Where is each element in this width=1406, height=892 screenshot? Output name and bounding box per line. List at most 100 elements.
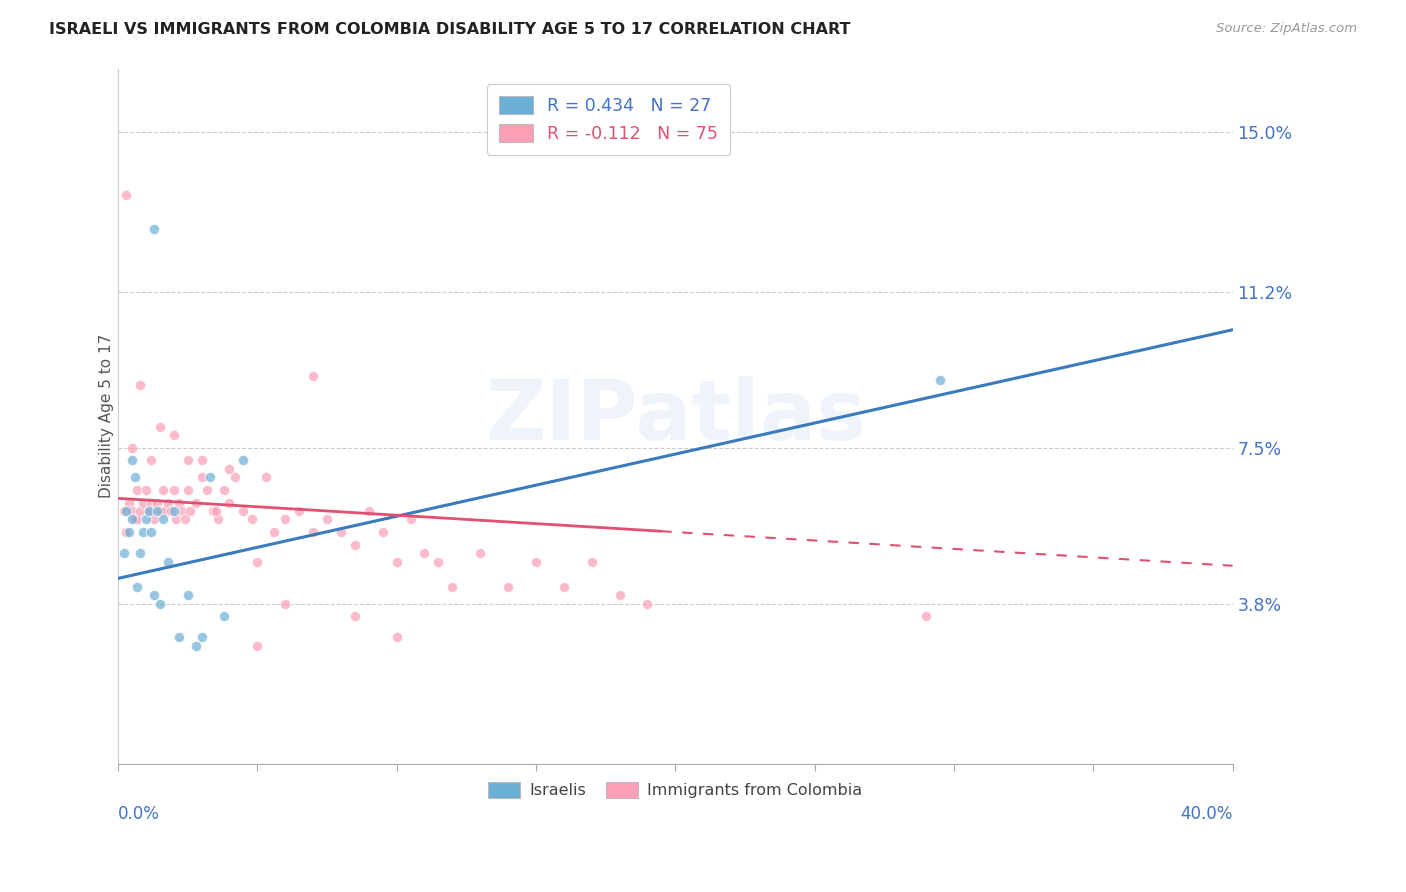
Point bbox=[441, 580, 464, 594]
Point bbox=[246, 639, 269, 653]
Point bbox=[343, 609, 366, 624]
Point bbox=[121, 453, 143, 467]
Point bbox=[581, 555, 603, 569]
Point bbox=[118, 495, 141, 509]
Point bbox=[915, 609, 938, 624]
Point bbox=[115, 524, 138, 539]
Point bbox=[141, 495, 163, 509]
Point bbox=[302, 524, 325, 539]
Point bbox=[157, 555, 180, 569]
Point bbox=[112, 504, 135, 518]
Point bbox=[343, 538, 366, 552]
Point bbox=[427, 555, 450, 569]
Point bbox=[118, 524, 141, 539]
Point bbox=[170, 504, 193, 518]
Point bbox=[218, 495, 240, 509]
Point bbox=[190, 453, 212, 467]
Point bbox=[115, 504, 138, 518]
Point bbox=[195, 483, 218, 497]
Point bbox=[609, 588, 631, 602]
Point bbox=[129, 504, 152, 518]
Point bbox=[274, 597, 297, 611]
Point bbox=[124, 470, 146, 484]
Point bbox=[143, 512, 166, 526]
Point bbox=[163, 483, 186, 497]
Point bbox=[190, 470, 212, 484]
Point bbox=[115, 188, 138, 202]
Point bbox=[132, 524, 155, 539]
Point bbox=[288, 504, 311, 518]
Text: ISRAELI VS IMMIGRANTS FROM COLOMBIA DISABILITY AGE 5 TO 17 CORRELATION CHART: ISRAELI VS IMMIGRANTS FROM COLOMBIA DISA… bbox=[49, 22, 851, 37]
Point bbox=[198, 470, 221, 484]
Point bbox=[112, 546, 135, 560]
Point bbox=[385, 555, 408, 569]
Point bbox=[246, 555, 269, 569]
Point bbox=[143, 221, 166, 235]
Point bbox=[138, 504, 160, 518]
Point bbox=[470, 546, 492, 560]
Point bbox=[179, 504, 201, 518]
Point bbox=[141, 524, 163, 539]
Point bbox=[127, 580, 149, 594]
Point bbox=[143, 588, 166, 602]
Point bbox=[160, 504, 183, 518]
Point bbox=[232, 453, 254, 467]
Point bbox=[169, 495, 191, 509]
Point bbox=[129, 377, 152, 392]
Point bbox=[155, 504, 177, 518]
Point bbox=[254, 470, 277, 484]
Legend: Israelis, Immigrants from Colombia: Israelis, Immigrants from Colombia bbox=[482, 775, 869, 805]
Text: Source: ZipAtlas.com: Source: ZipAtlas.com bbox=[1216, 22, 1357, 36]
Point bbox=[169, 631, 191, 645]
Point bbox=[141, 453, 163, 467]
Point bbox=[553, 580, 575, 594]
Text: ZIPatlas: ZIPatlas bbox=[485, 376, 866, 457]
Point bbox=[212, 609, 235, 624]
Point bbox=[129, 546, 152, 560]
Point bbox=[121, 504, 143, 518]
Y-axis label: Disability Age 5 to 17: Disability Age 5 to 17 bbox=[100, 334, 114, 499]
Point bbox=[232, 504, 254, 518]
Point bbox=[163, 428, 186, 442]
Point bbox=[636, 597, 658, 611]
Point bbox=[184, 495, 207, 509]
Point bbox=[274, 512, 297, 526]
Point bbox=[149, 419, 172, 434]
Point bbox=[163, 504, 186, 518]
Point bbox=[929, 373, 952, 387]
Point bbox=[524, 555, 547, 569]
Point bbox=[166, 512, 188, 526]
Point bbox=[371, 524, 394, 539]
Point bbox=[173, 512, 195, 526]
Point bbox=[157, 495, 180, 509]
Point bbox=[149, 597, 172, 611]
Point bbox=[385, 631, 408, 645]
Point bbox=[201, 504, 224, 518]
Point bbox=[413, 546, 436, 560]
Point bbox=[316, 512, 339, 526]
Point bbox=[124, 512, 146, 526]
Point bbox=[132, 495, 155, 509]
Point bbox=[121, 512, 143, 526]
Point bbox=[127, 512, 149, 526]
Point bbox=[149, 504, 172, 518]
Point bbox=[204, 504, 226, 518]
Point bbox=[329, 524, 352, 539]
Point bbox=[184, 639, 207, 653]
Point bbox=[121, 441, 143, 455]
Point bbox=[152, 483, 174, 497]
Point bbox=[218, 462, 240, 476]
Point bbox=[152, 512, 174, 526]
Point bbox=[224, 470, 246, 484]
Point bbox=[190, 631, 212, 645]
Point bbox=[138, 504, 160, 518]
Point bbox=[176, 483, 198, 497]
Point bbox=[135, 483, 157, 497]
Point bbox=[496, 580, 519, 594]
Point bbox=[176, 453, 198, 467]
Point bbox=[212, 483, 235, 497]
Point bbox=[176, 588, 198, 602]
Point bbox=[146, 504, 169, 518]
Point bbox=[146, 495, 169, 509]
Point bbox=[135, 512, 157, 526]
